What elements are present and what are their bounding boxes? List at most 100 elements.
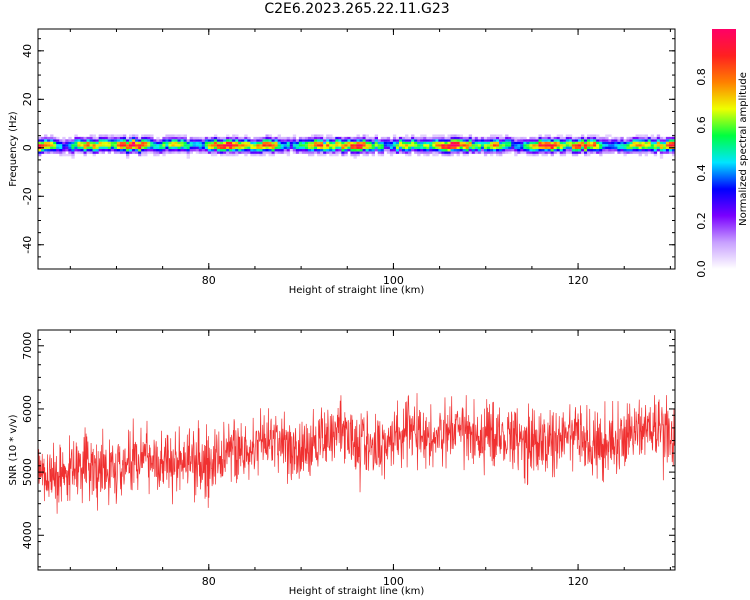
heatmap-cell — [53, 151, 57, 154]
heatmap-cell — [459, 141, 463, 145]
heatmap-cell — [144, 141, 148, 145]
heatmap-cell — [226, 151, 230, 154]
heatmap-cell — [659, 144, 664, 147]
heatmap-cell — [520, 151, 524, 154]
heatmap-cell — [244, 153, 248, 157]
heatmap-cell — [556, 136, 561, 140]
heatmap-cell — [95, 144, 99, 147]
heatmap-cell — [444, 151, 448, 154]
heatmap-cell — [571, 153, 576, 157]
heatmap-cell — [189, 151, 193, 154]
heatmap-cell — [207, 139, 212, 142]
heatmap-cell — [392, 144, 397, 147]
heatmap-cell — [565, 134, 570, 137]
heatmap-cell — [107, 146, 112, 149]
heatmap-cell — [38, 139, 42, 142]
heatmap-cell — [656, 144, 661, 147]
heatmap-cell — [238, 139, 242, 142]
heatmap-cell — [250, 149, 254, 152]
heatmap-cell — [641, 134, 645, 137]
heatmap-cell — [593, 141, 597, 145]
heatmap-cell — [344, 136, 348, 140]
heatmap-cell — [480, 149, 485, 152]
heatmap-cell — [304, 146, 309, 149]
heatmap-cell — [156, 151, 160, 154]
heatmap-cell — [147, 134, 151, 137]
heatmap-cell — [47, 136, 51, 140]
heatmap-cell — [329, 136, 333, 140]
heatmap-cell — [38, 141, 42, 145]
heatmap-cell — [632, 144, 636, 147]
heatmap-cell — [244, 149, 248, 152]
heatmap-cell — [244, 139, 248, 142]
heatmap-cell — [80, 146, 84, 149]
heatmap-cell — [213, 153, 218, 157]
heatmap-cell — [432, 144, 436, 147]
heatmap-cell — [262, 144, 266, 147]
heatmap-cell — [477, 146, 482, 149]
heatmap-cell — [456, 151, 460, 154]
heatmap-cell — [417, 146, 421, 149]
heatmap-cell — [389, 144, 394, 147]
heatmap-cell — [465, 136, 470, 140]
heatmap-cell — [171, 136, 175, 140]
heatmap-cell — [547, 139, 551, 142]
heatmap-cell — [511, 144, 515, 147]
heatmap-cell — [617, 139, 621, 142]
heatmap-cell — [198, 141, 203, 145]
heatmap-cell — [253, 144, 257, 147]
heatmap-cell — [508, 141, 512, 145]
heatmap-cell — [587, 134, 591, 137]
heatmap-cell — [259, 151, 263, 154]
heatmap-cell — [368, 151, 372, 154]
heatmap-cell — [517, 149, 521, 152]
heatmap-cell — [153, 144, 157, 147]
heatmap-cell — [265, 146, 269, 149]
snr-ytick-label: 6000 — [21, 395, 34, 423]
heatmap-cell — [571, 139, 576, 142]
colorbar-tick-label: 0.6 — [695, 116, 708, 134]
heatmap-cell — [405, 136, 409, 140]
heatmap-cell — [590, 136, 594, 140]
heatmap-cell — [362, 151, 366, 154]
heatmap-cell — [311, 141, 315, 145]
heatmap-cell — [647, 139, 652, 142]
heatmap-cell — [447, 146, 451, 149]
heatmap-cell — [483, 146, 488, 149]
heatmap-cell — [129, 139, 133, 142]
heatmap-cell — [571, 146, 576, 149]
heatmap-cell — [262, 141, 266, 145]
heatmap-cell — [426, 153, 430, 157]
heatmap-cell — [119, 151, 124, 154]
heatmap-cell — [110, 149, 115, 152]
heatmap-cell — [141, 136, 145, 140]
heatmap-cell — [389, 139, 394, 142]
heatmap-cell — [314, 151, 318, 154]
heatmap-cell — [307, 146, 312, 149]
heatmap-cell — [326, 149, 330, 152]
heatmap-cell — [587, 141, 591, 145]
heatmap-cell — [329, 139, 333, 142]
heatmap-cell — [98, 139, 102, 142]
heatmap-cell — [423, 151, 427, 154]
heatmap-cell — [562, 136, 567, 140]
heatmap-cell — [462, 153, 466, 157]
heatmap-cell — [162, 144, 166, 147]
heatmap-cell — [599, 136, 603, 140]
heatmap-cell — [107, 141, 112, 145]
heatmap-cell — [125, 149, 130, 152]
heatmap-cell — [129, 141, 133, 145]
heatmap-cell — [371, 144, 375, 147]
heatmap-cell — [53, 146, 57, 149]
heatmap-cell — [656, 134, 661, 137]
heatmap-cell — [411, 149, 415, 152]
heatmap-cell — [132, 151, 136, 154]
heatmap-cell — [508, 144, 512, 147]
heatmap-cell — [496, 136, 500, 140]
heatmap-cell — [596, 139, 600, 142]
heatmap-cell — [432, 139, 436, 142]
heatmap-cell — [529, 153, 533, 157]
heatmap-cell — [329, 146, 333, 149]
heatmap-cell — [323, 141, 327, 145]
heatmap-cell — [274, 149, 278, 152]
